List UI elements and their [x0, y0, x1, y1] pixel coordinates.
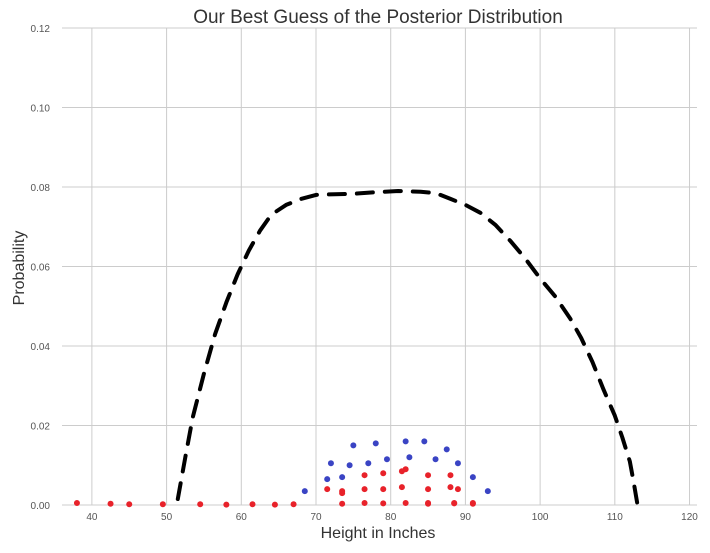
blue-point: [327, 460, 334, 467]
red-point: [451, 500, 458, 507]
blue-point: [383, 456, 390, 463]
chart-title: Our Best Guess of the Posterior Distribu…: [193, 7, 563, 28]
red-point: [402, 466, 409, 473]
blue-point: [421, 438, 428, 445]
y-tick-label: 0.04: [31, 342, 51, 353]
y-tick-label: 0.08: [31, 183, 51, 194]
red-point: [361, 500, 368, 507]
blue-point: [406, 454, 413, 461]
red-point: [398, 484, 405, 491]
red-point: [447, 484, 454, 491]
red-point: [380, 500, 387, 507]
grid: [62, 27, 697, 506]
red-point: [223, 501, 230, 508]
red-point: [425, 486, 432, 493]
red-point: [447, 472, 454, 479]
blue-point: [324, 476, 331, 483]
red-point: [380, 486, 387, 493]
x-tick-label: 90: [460, 512, 472, 523]
x-tick-label: 50: [161, 512, 173, 523]
blue-point: [346, 462, 353, 469]
x-tick-label: 100: [532, 512, 549, 523]
red-point: [197, 501, 204, 508]
blue-point: [350, 442, 357, 449]
red-point: [73, 500, 80, 507]
blue-point: [402, 438, 409, 445]
red-point: [380, 470, 387, 477]
red-point: [159, 501, 166, 508]
x-tick-label: 120: [681, 512, 698, 523]
red-point: [402, 500, 409, 507]
x-axis-ticks: 40 50 60 70 80 90 100 110 120: [86, 512, 698, 523]
red-point: [361, 486, 368, 493]
y-tick-label: 0.10: [31, 104, 51, 115]
y-tick-label: 0.12: [31, 24, 51, 35]
red-point: [454, 486, 461, 493]
blue-point: [432, 456, 439, 463]
blue-point: [365, 460, 372, 467]
blue-point: [454, 460, 461, 467]
y-axis-label: Probability: [11, 231, 28, 306]
red-point: [126, 501, 133, 508]
blue-point: [484, 488, 491, 495]
y-tick-label: 0.00: [31, 501, 51, 512]
red-point: [107, 500, 114, 507]
x-tick-label: 80: [385, 512, 397, 523]
blue-point: [301, 488, 308, 495]
blue-point: [443, 446, 450, 453]
blue-point: [339, 474, 346, 481]
posterior-curve: [175, 189, 640, 505]
blue-point: [372, 440, 379, 447]
x-tick-label: 70: [310, 512, 322, 523]
series-layer: [73, 189, 640, 508]
red-point: [324, 486, 331, 493]
x-axis-label: Height in Inches: [321, 525, 436, 542]
blue-point: [469, 474, 476, 481]
y-tick-label: 0.06: [31, 263, 51, 274]
red-point: [425, 500, 432, 507]
y-tick-label: 0.02: [31, 422, 51, 433]
red-point: [290, 501, 297, 508]
red-point: [339, 488, 346, 495]
red-point: [339, 500, 346, 507]
y-axis-ticks: 0.00 0.02 0.04 0.06 0.08 0.10 0.12: [31, 24, 51, 512]
red-point: [469, 500, 476, 507]
x-tick-label: 110: [607, 512, 623, 523]
red-point: [249, 501, 256, 508]
x-tick-label: 60: [236, 512, 248, 523]
red-point: [361, 472, 368, 479]
red-point: [425, 472, 432, 479]
x-tick-label: 40: [86, 512, 98, 523]
red-point: [271, 501, 278, 508]
